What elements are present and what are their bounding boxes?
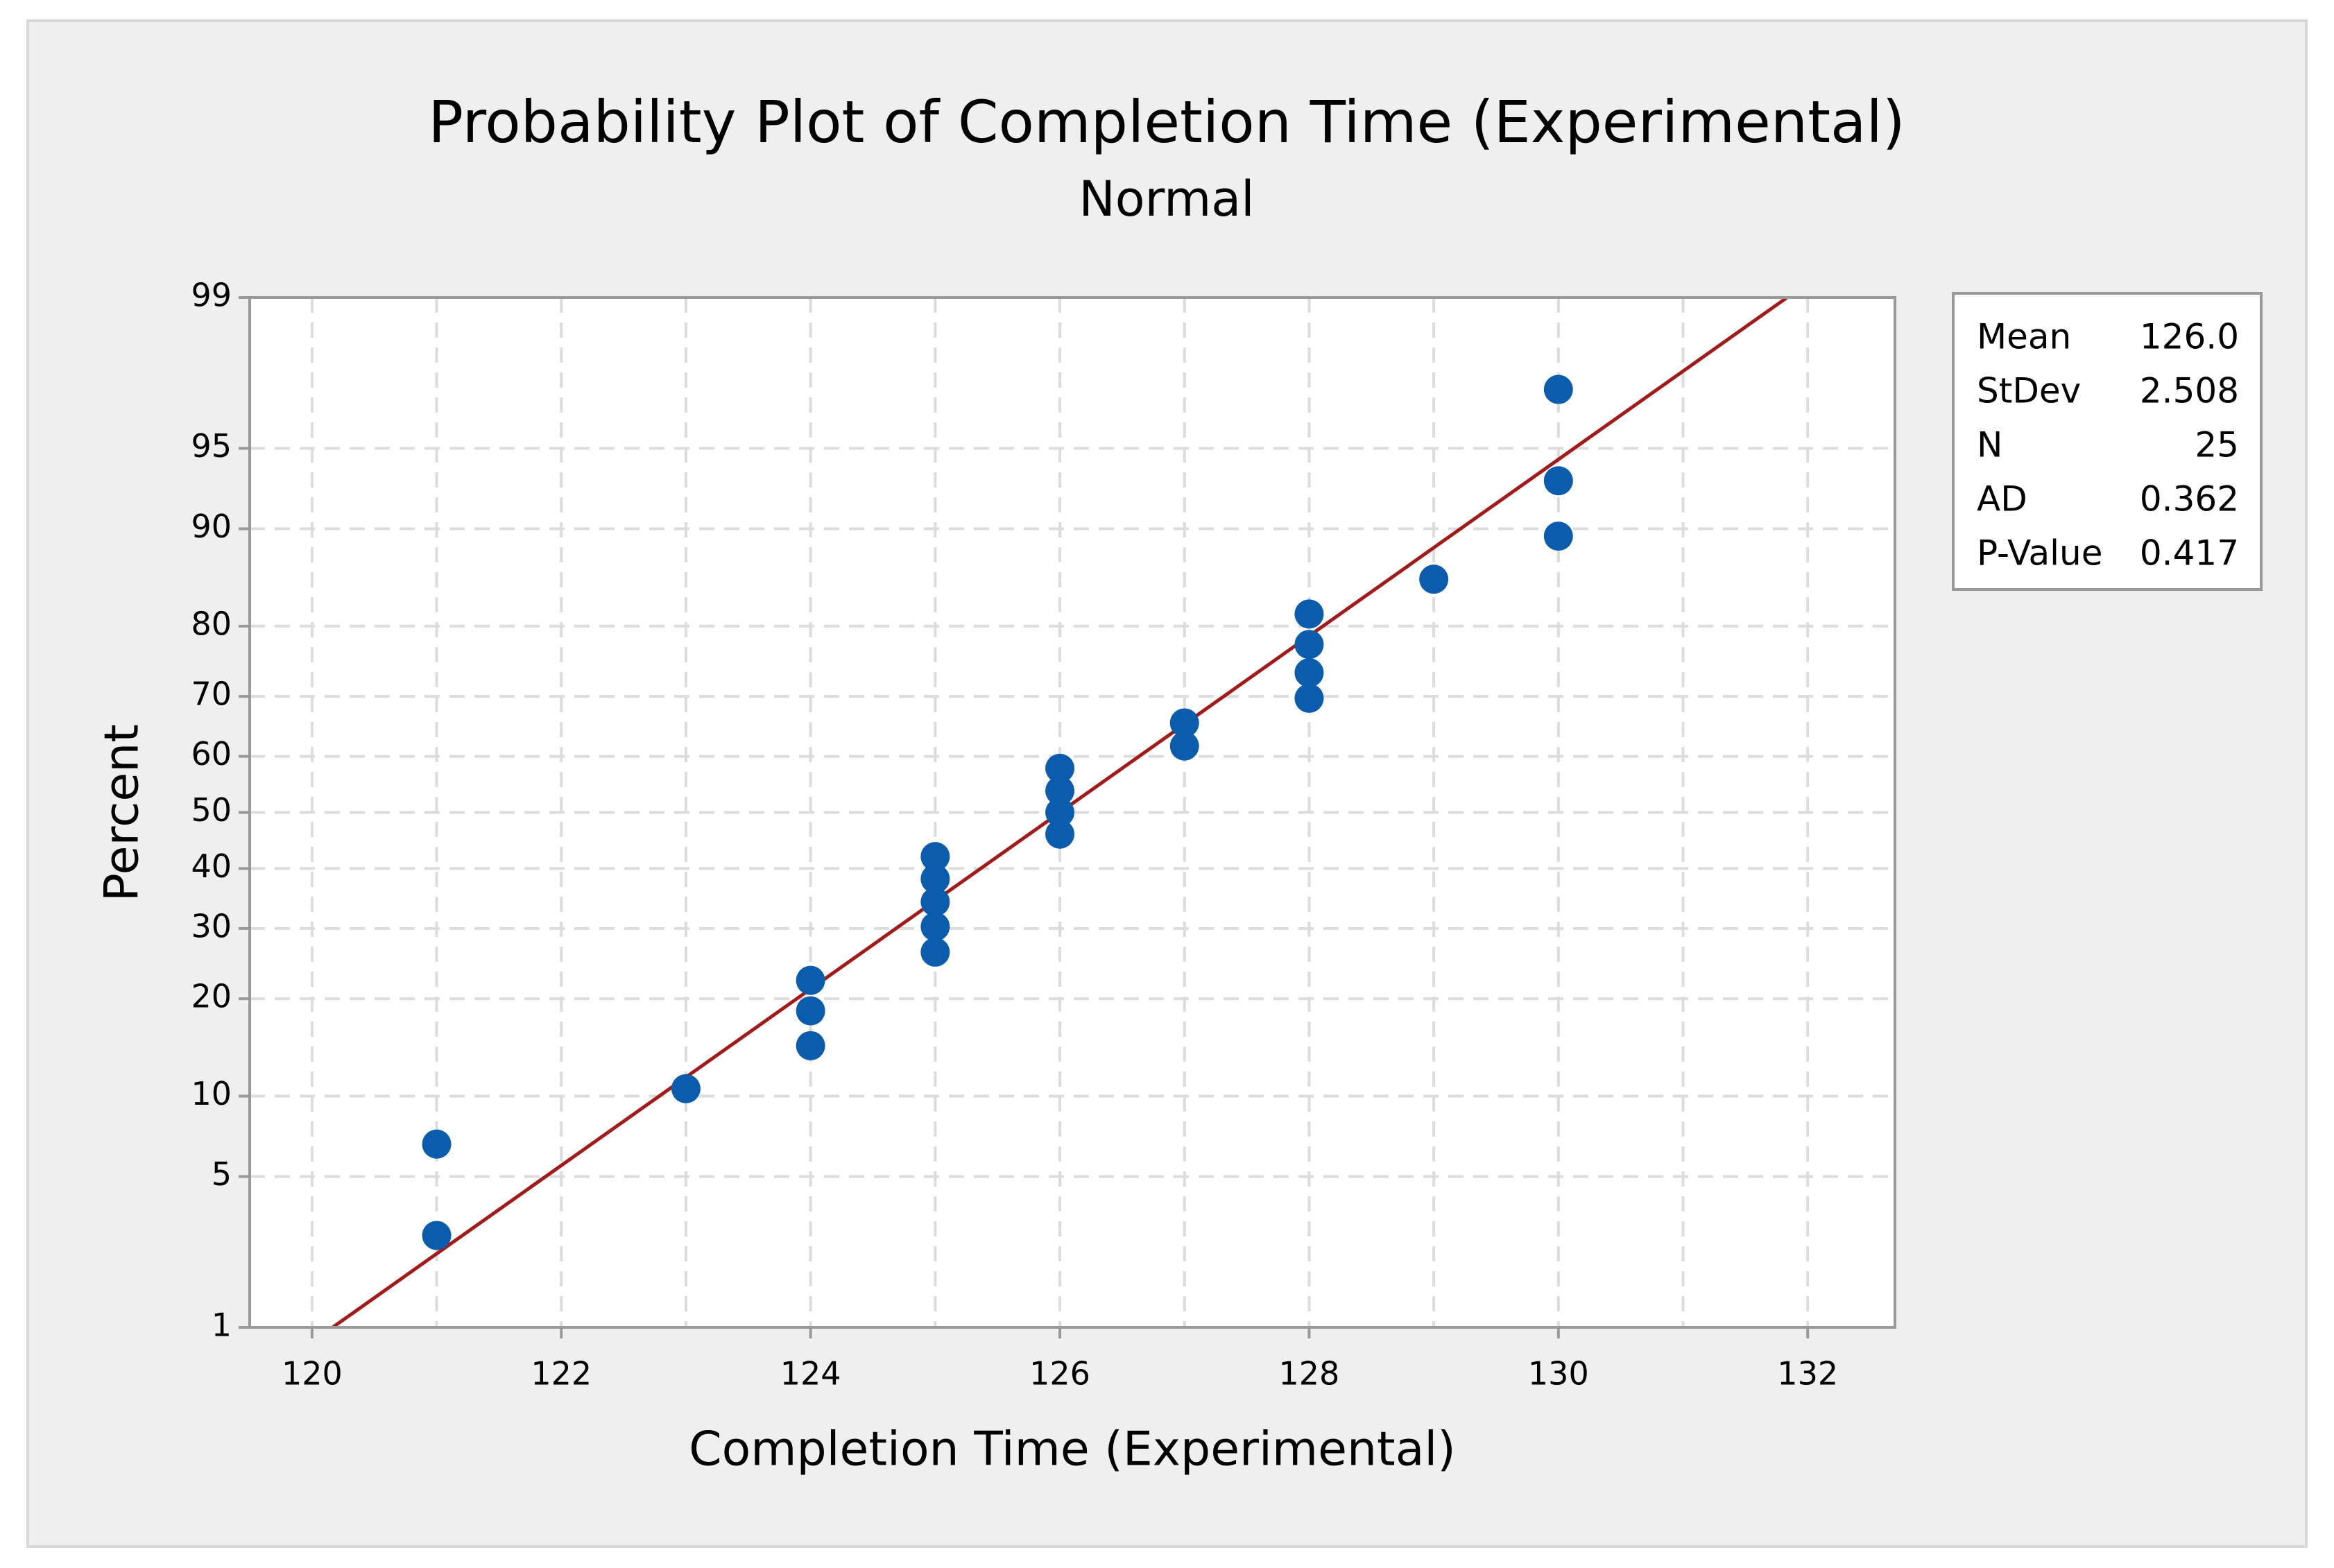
- data-point: [1543, 374, 1573, 404]
- x-tick-label: 120: [282, 1355, 343, 1393]
- x-tick-label: 126: [1029, 1355, 1090, 1393]
- stat-label: AD: [1977, 479, 2027, 519]
- y-tick-label: 95: [191, 427, 232, 465]
- x-tick-label: 132: [1777, 1355, 1838, 1393]
- x-tick-label: 128: [1279, 1355, 1340, 1393]
- chart-title: Probability Plot of Completion Time (Exp…: [428, 88, 1905, 156]
- plot-frame: [248, 296, 1896, 1329]
- stat-value: 0.362: [2140, 479, 2239, 519]
- stats-table: Mean 126.0 StDev 2.508 N 25 AD 0.362 P-Value 0.41…: [1977, 317, 2239, 574]
- stat-label: N: [1977, 425, 2002, 465]
- data-point: [796, 1031, 825, 1060]
- stat-value: 25: [2195, 425, 2239, 465]
- data-point: [1543, 466, 1573, 496]
- y-tick-label: 80: [191, 605, 232, 642]
- data-point: [1294, 630, 1324, 660]
- stat-value: 2.508: [2140, 371, 2239, 411]
- data-point: [1419, 565, 1449, 594]
- x-axis-label: Completion Time (Experimental): [689, 1422, 1456, 1477]
- chart-subtitle: Normal: [1079, 171, 1254, 227]
- marks: [332, 295, 1788, 1329]
- stat-value: 0.417: [2140, 533, 2239, 574]
- y-tick-label: 5: [212, 1155, 232, 1193]
- y-tick-label: 60: [191, 735, 232, 773]
- x-tick-label: 122: [531, 1355, 592, 1393]
- data-point: [422, 1129, 452, 1159]
- x-tick-label: 130: [1528, 1355, 1589, 1393]
- y-tick-label: 30: [191, 907, 232, 945]
- stats-box: [1952, 292, 2263, 591]
- y-tick-label: 40: [191, 847, 232, 885]
- data-point: [1294, 683, 1324, 713]
- y-tick-label: 99: [191, 277, 232, 314]
- y-tick-label: 20: [191, 978, 232, 1015]
- y-tick-label: 50: [191, 791, 232, 829]
- data-point: [1045, 819, 1075, 849]
- y-tick-label: 90: [191, 508, 232, 545]
- y-tick-label: 1: [212, 1307, 232, 1344]
- x-tick-label: 124: [780, 1355, 841, 1393]
- data-point: [920, 864, 950, 894]
- data-point: [1045, 753, 1075, 783]
- data-point: [1294, 658, 1324, 688]
- data-point: [1294, 599, 1324, 629]
- data-point: [920, 842, 950, 872]
- data-point: [1543, 522, 1573, 551]
- data-point: [1045, 798, 1075, 827]
- stat-value: 126.0: [2140, 317, 2239, 357]
- data-point: [920, 912, 950, 942]
- data-point: [1169, 708, 1199, 738]
- y-tick-label: 10: [191, 1075, 232, 1112]
- y-tick-label: 70: [191, 675, 232, 713]
- data-point: [920, 937, 950, 967]
- y-axis-label: Percent: [95, 724, 150, 902]
- data-point: [1169, 731, 1199, 761]
- grid: 1 5 10 20 30 40 50 60 70 80 90 95 99 120 122 124 126 128 1…: [191, 277, 1895, 1393]
- stat-label: Mean: [1977, 317, 2071, 357]
- data-point: [796, 965, 825, 995]
- stat-label: StDev: [1977, 371, 2081, 411]
- data-point: [796, 996, 825, 1026]
- data-point: [671, 1074, 701, 1103]
- stat-label: P-Value: [1977, 533, 2102, 574]
- data-point: [920, 887, 950, 917]
- data-point: [422, 1221, 452, 1250]
- data-point: [1045, 776, 1075, 806]
